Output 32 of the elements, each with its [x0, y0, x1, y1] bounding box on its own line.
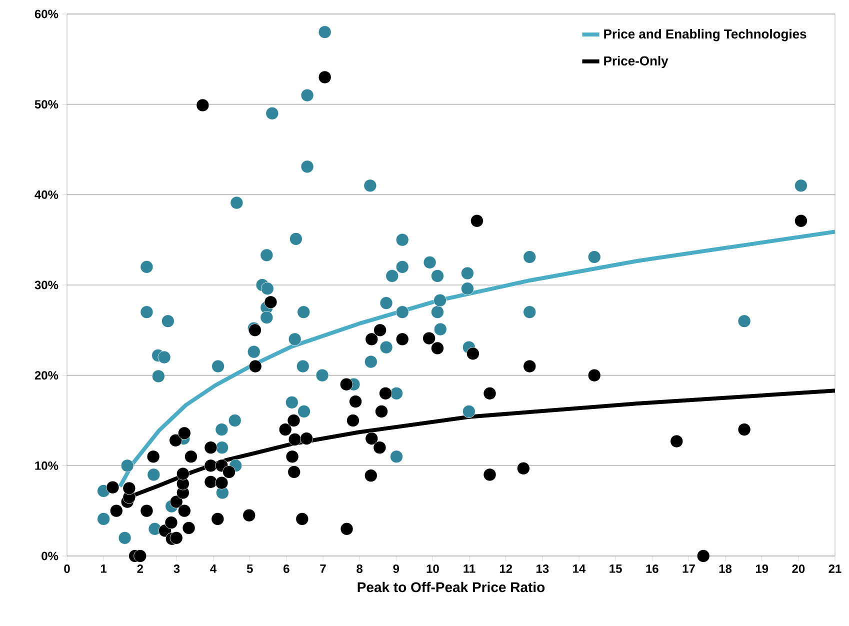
x-tick-label: 19	[756, 564, 768, 574]
x-tick-label: 0	[64, 564, 70, 574]
x-tick-label: 16	[646, 564, 658, 574]
x-tick-label: 17	[682, 564, 695, 573]
x-tick-label: 9	[393, 564, 400, 574]
y-tick-label: 20%	[34, 371, 58, 380]
y-tick-label: 30%	[34, 280, 58, 290]
x-tick-label: 14	[573, 564, 586, 573]
x-tick-label: 5	[246, 564, 253, 573]
x-tick-label: 21	[828, 564, 842, 573]
x-tick-label: 6	[284, 564, 290, 574]
x-tick-label: 11	[464, 564, 476, 573]
y-tick-label: 0%	[42, 552, 58, 560]
x-tick-label: 2	[137, 564, 144, 573]
x-tick-label: 20	[792, 564, 805, 574]
x-tick-label: 10	[426, 564, 439, 574]
x-tick-label: 15	[610, 564, 622, 573]
x-tick-label: 8	[356, 564, 363, 574]
x-tick-label: 3	[174, 564, 180, 574]
x-tick-label: 18	[719, 564, 732, 574]
y-tick-label: 50%	[34, 100, 58, 109]
legend-label: Price and Enabling Technologies	[604, 29, 806, 42]
x-axis-title: Peak to Off-Peak Price Ratio	[358, 582, 545, 592]
x-tick-label: 13	[536, 564, 549, 574]
x-tick-label: 4	[210, 564, 217, 573]
x-tick-label: 7	[320, 564, 326, 573]
x-tick-label: 1	[100, 564, 107, 573]
y-tick-label: 60%	[34, 10, 58, 18]
legend-label: Price-Only	[604, 56, 668, 68]
x-tick-label: 12	[500, 564, 512, 573]
y-tick-label: 40%	[34, 190, 58, 199]
y-tick-label: 10%	[35, 461, 58, 470]
